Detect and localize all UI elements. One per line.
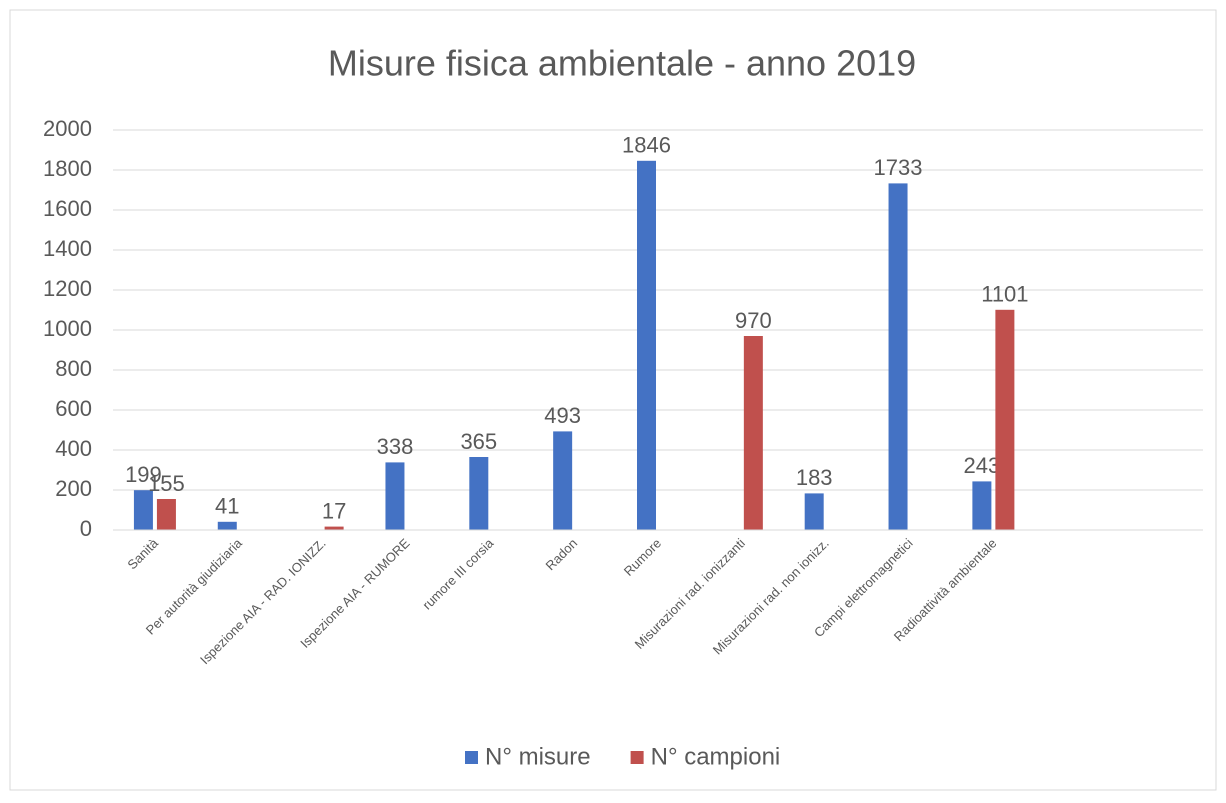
- chart-frame: [9, 9, 1217, 791]
- y-tick-label: 1200: [43, 276, 92, 301]
- bar: [217, 521, 237, 530]
- bar: [888, 183, 908, 530]
- value-label: 1101: [981, 282, 1028, 307]
- y-tick-label: 800: [55, 356, 92, 381]
- value-label: 17: [322, 498, 346, 523]
- bar: [804, 493, 824, 530]
- bar: [972, 481, 992, 530]
- bar: [469, 457, 489, 530]
- bar: [133, 490, 153, 530]
- value-label: 970: [735, 308, 772, 333]
- y-tick-label: 1400: [43, 236, 92, 261]
- legend-swatch: [630, 751, 644, 764]
- y-tick-label: 1000: [43, 316, 92, 341]
- bar: [553, 431, 573, 530]
- bar: [995, 309, 1015, 530]
- value-label: 183: [796, 465, 833, 490]
- y-tick-label: 1600: [43, 196, 92, 221]
- y-tick-label: 2000: [43, 116, 92, 141]
- value-label: 338: [377, 434, 414, 459]
- value-label: 155: [148, 471, 185, 496]
- value-label: 1846: [622, 133, 671, 158]
- value-label: 493: [544, 403, 581, 428]
- value-label: 199: [125, 462, 162, 487]
- legend-label: N° campioni: [651, 743, 781, 770]
- value-label: 41: [215, 494, 239, 519]
- value-label: 365: [460, 429, 497, 454]
- bar: [156, 499, 176, 530]
- y-tick-label: 0: [80, 516, 92, 541]
- value-label: 243: [964, 453, 1001, 478]
- value-label: 1733: [874, 155, 923, 180]
- legend-swatch: [465, 751, 478, 764]
- y-tick-label: 600: [55, 396, 92, 421]
- bar: [637, 160, 656, 531]
- legend-label: N° misure: [485, 743, 591, 770]
- y-tick-label: 200: [55, 476, 92, 501]
- y-tick-label: 400: [55, 436, 92, 461]
- bar: [385, 462, 405, 530]
- chart-title: Misure fisica ambientale - anno 2019: [328, 43, 916, 84]
- bar: [743, 336, 763, 530]
- y-tick-label: 1800: [43, 156, 92, 181]
- bar: [324, 526, 344, 530]
